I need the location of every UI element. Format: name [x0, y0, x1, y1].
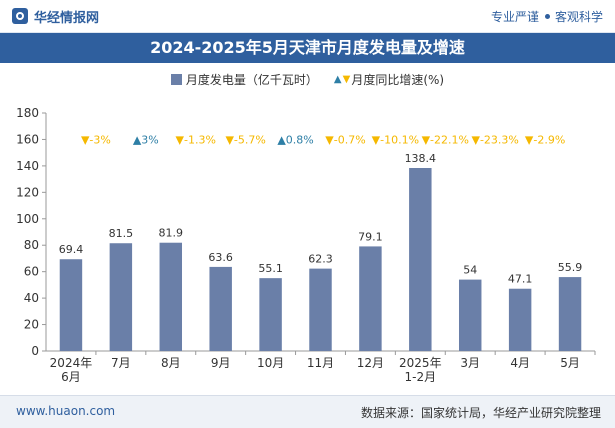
growth-label: ▼-2.9% [525, 133, 565, 146]
growth-label: ▼-5.7% [225, 133, 265, 146]
bar [359, 246, 382, 351]
growth-label: ▲0.8% [277, 133, 313, 146]
legend-label-generation: 月度发电量（亿千瓦时） [185, 72, 318, 87]
y-tick-label: 100 [16, 212, 39, 226]
legend-label-growth: 月度同比增速(%) [351, 72, 445, 87]
data-source: 数据来源：国家统计局，华经产业研究院整理 [360, 406, 601, 420]
data-label: 55.9 [558, 261, 583, 274]
data-label: 63.6 [208, 251, 233, 264]
data-label: 81.5 [109, 227, 134, 240]
bar-chart: 0 20 40 60 80 100 120 140 160 180 69.4 2024年 6月 81.5 7… [16, 106, 596, 384]
bar [109, 243, 133, 351]
x-tick-label: 11月 [307, 356, 334, 370]
bar [558, 277, 582, 351]
data-label: 69.4 [59, 243, 84, 256]
x-tick-label: 3月 [460, 356, 480, 370]
top-bar: 华经情报网 专业严谨 客观科学 [0, 0, 615, 33]
growth-label: ▼-10.1% [372, 133, 419, 146]
data-label: 138.4 [405, 152, 437, 165]
legend: 月度发电量（亿千瓦时） ▲ ▼ 月度同比增速(%) [0, 70, 615, 88]
y-tick-label: 0 [31, 344, 39, 358]
y-tick-label: 160 [16, 132, 39, 146]
growth-label: ▼-23.3% [471, 133, 518, 146]
data-label: 55.1 [258, 262, 283, 275]
growth-label: ▼-0.7% [325, 133, 365, 146]
bar [159, 242, 183, 351]
tag-professional: 专业严谨 [490, 10, 539, 24]
triangle-up-icon: ▲ [333, 73, 342, 85]
bar [458, 279, 482, 351]
logo-icon [12, 8, 28, 24]
triangle-down-icon: ▼ [342, 73, 351, 85]
bar [309, 268, 332, 351]
tag-objective: 客观科学 [554, 10, 603, 24]
tagline: 专业严谨 客观科学 [491, 8, 603, 25]
y-tick-label: 140 [16, 159, 39, 173]
y-tick-label: 120 [16, 185, 39, 199]
growth-label: ▼-22.1% [422, 133, 469, 146]
bar [209, 266, 232, 351]
legend-item-generation: 月度发电量（亿千瓦时） [170, 71, 318, 88]
x-tick-label: 9月 [211, 356, 231, 370]
y-tick-label: 180 [16, 106, 39, 120]
legend-item-growth: ▲ ▼ 月度同比增速(%) [334, 71, 444, 88]
data-label: 79.1 [358, 230, 383, 243]
data-label: 54 [463, 264, 477, 277]
bar [409, 168, 432, 351]
growth-label: ▼-3% [81, 133, 111, 146]
brand[interactable]: 华经情报网 [12, 6, 99, 26]
website-link[interactable]: www.huaon.com [16, 404, 116, 418]
x-tick-label: 2024年 6月 [50, 356, 93, 384]
x-tick-label: 5月 [560, 356, 580, 370]
y-tick-label: 20 [24, 318, 39, 332]
x-tick-label: 12月 [357, 356, 384, 370]
footer: www.huaon.com 数据来源：国家统计局，华经产业研究院整理 [0, 395, 615, 428]
dot-separator-icon [544, 14, 550, 19]
y-tick-label: 80 [24, 238, 39, 252]
bar-swatch-icon [170, 73, 182, 85]
y-tick-label: 60 [24, 265, 39, 279]
x-tick-label: 7月 [111, 356, 131, 370]
x-tick-label: 4月 [510, 356, 530, 370]
x-tick-label: 10月 [257, 356, 284, 370]
data-label: 62.3 [308, 253, 333, 266]
x-tick-label: 2025年 1-2月 [399, 356, 442, 384]
data-label: 81.9 [159, 227, 184, 240]
y-tick-label: 40 [24, 291, 39, 305]
growth-label: ▼-1.3% [176, 133, 216, 146]
data-label: 47.1 [508, 273, 533, 286]
bar [508, 288, 532, 351]
bar [59, 259, 83, 351]
chart-title: 2024-2025年5月天津市月度发电量及增速 [0, 33, 615, 63]
x-tick-label: 8月 [161, 356, 181, 370]
bar [259, 278, 282, 351]
growth-label: ▲3% [133, 133, 159, 146]
brand-name: 华经情报网 [34, 10, 100, 26]
